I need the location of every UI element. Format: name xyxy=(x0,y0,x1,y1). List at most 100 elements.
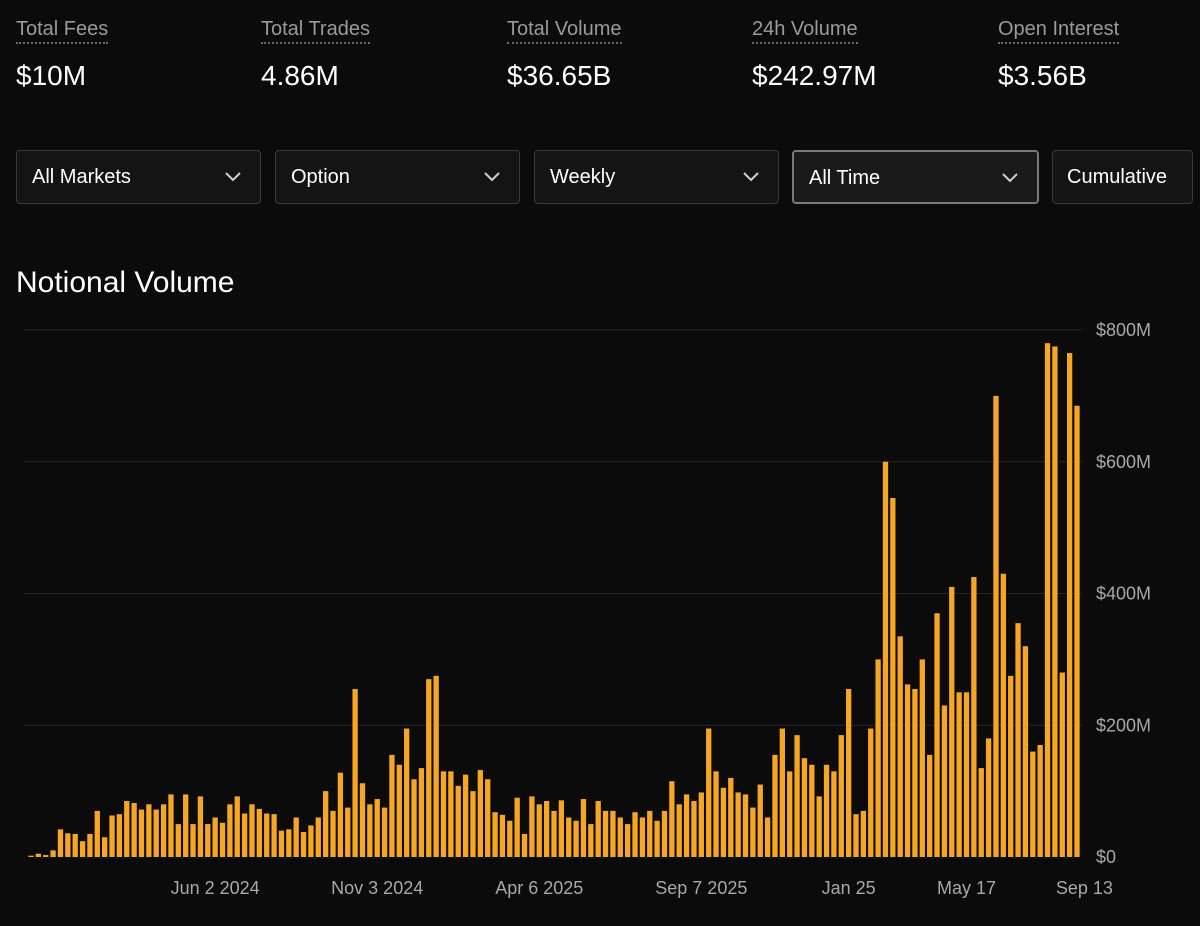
volume-bar[interactable] xyxy=(764,817,771,857)
volume-bar[interactable] xyxy=(683,794,690,857)
volume-bar[interactable] xyxy=(190,824,196,857)
volume-bar[interactable] xyxy=(735,792,741,857)
volume-bar[interactable] xyxy=(116,814,123,857)
volume-bar[interactable] xyxy=(514,797,520,857)
volume-bar[interactable] xyxy=(448,771,454,857)
volume-bar[interactable] xyxy=(330,810,336,857)
volume-bar[interactable] xyxy=(1059,672,1065,857)
volume-bar[interactable] xyxy=(50,850,56,857)
volume-bar[interactable] xyxy=(234,796,240,857)
volume-bar[interactable] xyxy=(367,804,373,857)
volume-bar[interactable] xyxy=(956,692,962,857)
volume-bar[interactable] xyxy=(1037,745,1043,857)
volume-bar[interactable] xyxy=(396,764,402,857)
volume-bar[interactable] xyxy=(971,577,977,857)
volume-bar[interactable] xyxy=(912,689,918,857)
volume-bar[interactable] xyxy=(470,791,476,858)
volume-bar[interactable] xyxy=(720,787,727,857)
volume-bar[interactable] xyxy=(138,809,145,857)
volume-bar[interactable] xyxy=(175,824,181,857)
volume-bar[interactable] xyxy=(669,781,675,857)
volume-bar[interactable] xyxy=(109,815,115,858)
volume-bar[interactable] xyxy=(558,800,565,857)
volume-bar[interactable] xyxy=(639,817,646,857)
volume-bar[interactable] xyxy=(241,813,248,857)
volume-bar[interactable] xyxy=(455,785,461,857)
volume-bar[interactable] xyxy=(963,692,970,857)
volume-bar[interactable] xyxy=(794,735,800,857)
volume-bar[interactable] xyxy=(588,824,594,857)
volume-bar[interactable] xyxy=(183,794,189,857)
volume-bar[interactable] xyxy=(359,783,366,857)
volume-bar[interactable] xyxy=(816,796,822,857)
volume-bar[interactable] xyxy=(551,810,557,857)
volume-bar[interactable] xyxy=(647,810,653,857)
volume-bar[interactable] xyxy=(1074,405,1080,857)
volume-bar[interactable] xyxy=(418,768,425,857)
volume-bar[interactable] xyxy=(160,804,167,857)
market-select[interactable]: All Markets xyxy=(16,150,261,204)
volume-bar[interactable] xyxy=(890,497,896,857)
volume-bar[interactable] xyxy=(919,659,925,858)
volume-bar[interactable] xyxy=(381,807,388,857)
volume-bar[interactable] xyxy=(750,807,756,857)
volume-bar[interactable] xyxy=(934,613,940,857)
volume-bar[interactable] xyxy=(610,810,616,857)
volume-bar[interactable] xyxy=(978,768,984,857)
volume-bar[interactable] xyxy=(102,837,108,857)
volume-bar[interactable] xyxy=(698,792,704,857)
volume-bar[interactable] xyxy=(713,771,719,857)
volume-bar[interactable] xyxy=(676,804,682,857)
volume-bar[interactable] xyxy=(831,771,837,857)
volume-bar[interactable] xyxy=(315,817,321,857)
volume-bar[interactable] xyxy=(853,814,859,857)
volume-bar[interactable] xyxy=(1052,346,1058,857)
volume-bar[interactable] xyxy=(264,813,270,857)
volume-bar[interactable] xyxy=(742,794,749,857)
volume-bar[interactable] xyxy=(595,801,601,857)
stat-label-total-fees[interactable]: Total Fees xyxy=(16,18,109,44)
volume-bar[interactable] xyxy=(433,675,439,857)
volume-bar[interactable] xyxy=(499,814,506,857)
volume-bar[interactable] xyxy=(1030,751,1036,857)
volume-bar[interactable] xyxy=(779,728,785,857)
volume-bar[interactable] xyxy=(87,833,93,857)
volume-bar[interactable] xyxy=(882,461,889,857)
volume-bar[interactable] xyxy=(131,802,137,857)
volume-bar[interactable] xyxy=(625,824,631,857)
volume-bar[interactable] xyxy=(485,779,491,857)
volume-bar[interactable] xyxy=(617,817,623,857)
volume-bar[interactable] xyxy=(197,796,204,857)
volume-bar[interactable] xyxy=(507,820,513,857)
volume-bar[interactable] xyxy=(411,779,417,857)
volume-bar[interactable] xyxy=(632,812,638,857)
volume-bar[interactable] xyxy=(227,804,233,857)
volume-bar[interactable] xyxy=(65,833,71,857)
stat-label-total-trades[interactable]: Total Trades xyxy=(261,18,370,44)
volume-bar[interactable] xyxy=(897,636,903,857)
volume-bar[interactable] xyxy=(300,831,307,857)
volume-bar[interactable] xyxy=(35,853,42,857)
volume-bar[interactable] xyxy=(1066,353,1073,857)
volume-bar[interactable] xyxy=(949,586,955,857)
volume-bar[interactable] xyxy=(389,754,395,857)
volume-bar[interactable] xyxy=(521,833,528,857)
stat-label-open-interest[interactable]: Open Interest xyxy=(998,18,1120,44)
volume-bar[interactable] xyxy=(706,728,712,857)
volume-bar[interactable] xyxy=(153,809,159,857)
type-select[interactable]: Option xyxy=(275,150,520,204)
volume-bar[interactable] xyxy=(345,807,351,857)
volume-bar[interactable] xyxy=(1044,343,1051,857)
volume-bar[interactable] xyxy=(728,777,734,857)
stat-label-total-volume[interactable]: Total Volume xyxy=(507,18,622,44)
volume-bar[interactable] xyxy=(212,817,218,857)
volume-bar[interactable] xyxy=(146,804,152,857)
volume-bar[interactable] xyxy=(580,799,587,857)
volume-bar[interactable] xyxy=(1022,646,1029,857)
volume-bar[interactable] xyxy=(941,705,948,857)
volume-bar[interactable] xyxy=(993,395,999,858)
range-select[interactable]: All Time xyxy=(792,150,1039,204)
volume-bar[interactable] xyxy=(654,820,660,857)
volume-bar[interactable] xyxy=(801,758,808,857)
volume-bar[interactable] xyxy=(602,810,609,857)
